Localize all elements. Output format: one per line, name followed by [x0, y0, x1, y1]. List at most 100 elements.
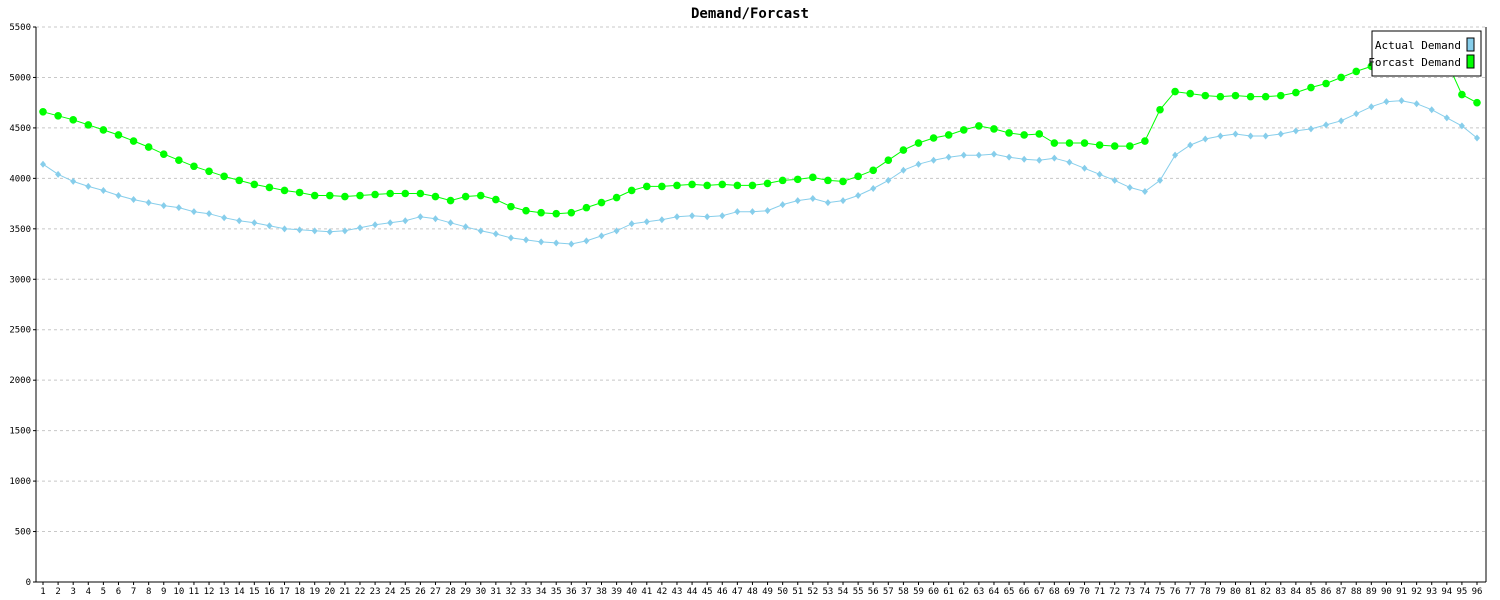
y-tick-label: 5500 [9, 23, 31, 33]
data-point [1261, 92, 1270, 101]
data-point [175, 156, 183, 164]
data-point [265, 183, 274, 192]
x-tick-label: 71 [1094, 587, 1105, 597]
x-tick-label: 7 [131, 587, 136, 597]
x-tick-label: 6 [116, 587, 121, 597]
data-point [221, 214, 228, 222]
data-point [251, 219, 258, 227]
data-point [855, 192, 862, 200]
data-point [1383, 98, 1390, 106]
x-tick-label: 85 [1306, 587, 1317, 597]
data-point [1006, 153, 1013, 161]
x-tick-label: 10 [173, 587, 184, 597]
data-point [507, 202, 515, 211]
x-tick-label: 22 [355, 587, 366, 597]
legend-label-actual: Actual Demand [1375, 39, 1461, 52]
data-point [1398, 97, 1405, 105]
y-tick-label: 4500 [9, 124, 31, 134]
x-tick-label: 28 [445, 587, 456, 597]
data-point [793, 175, 802, 184]
data-point [447, 219, 454, 227]
data-point [567, 208, 576, 217]
x-tick-label: 87 [1336, 587, 1347, 597]
x-tick-label: 40 [626, 587, 637, 597]
data-point [1231, 91, 1240, 100]
data-point [1065, 139, 1074, 147]
data-point [1338, 117, 1345, 125]
x-tick-labels: 1 2 3 4 5 6 7 8 9 10 11 12 13 14 15 16 17 18 19 20 21 22 23 24 2… [40, 582, 1482, 597]
data-point [54, 112, 62, 120]
x-tick-label: 75 [1155, 587, 1166, 597]
data-point [612, 193, 621, 202]
axes [35, 27, 1487, 583]
x-tick-label: 11 [189, 587, 200, 597]
x-tick-label: 52 [807, 587, 818, 597]
data-point [809, 195, 816, 203]
legend-label-forecast: Forcast Demand [1368, 56, 1461, 69]
x-tick-label: 73 [1124, 587, 1135, 597]
data-point [1307, 125, 1314, 133]
x-tick-label: 45 [702, 587, 713, 597]
legend-swatch-actual [1466, 37, 1475, 52]
x-tick-label: 39 [611, 587, 622, 597]
data-point [583, 237, 590, 245]
data-point [1080, 139, 1089, 147]
data-point [824, 199, 831, 207]
data-point [914, 139, 923, 147]
data-point [1443, 114, 1450, 122]
data-point [281, 225, 288, 233]
x-tick-label: 89 [1366, 587, 1377, 597]
data-point [1458, 122, 1465, 130]
x-tick-label: 26 [415, 587, 426, 597]
data-point [734, 208, 741, 216]
data-point [432, 215, 439, 223]
data-point [900, 166, 907, 174]
legend-box [1371, 30, 1482, 77]
x-tick-label: 69 [1064, 587, 1075, 597]
x-tick-label: 35 [551, 587, 562, 597]
data-point [401, 189, 410, 198]
data-point [416, 189, 425, 198]
x-tick-label: 4 [86, 587, 91, 597]
data-point [206, 210, 213, 218]
data-point [658, 216, 665, 224]
data-point [1428, 106, 1435, 114]
x-tick-label: 43 [672, 587, 683, 597]
x-tick-label: 44 [687, 587, 698, 597]
data-point [115, 192, 122, 200]
x-tick-label: 23 [370, 587, 381, 597]
data-point [387, 219, 394, 227]
data-point [69, 116, 77, 124]
data-point [1247, 132, 1254, 140]
data-point [1186, 89, 1194, 98]
data-point [1307, 83, 1315, 92]
x-tick-label: 48 [747, 587, 758, 597]
data-point [235, 176, 244, 185]
x-tick-label: 68 [1049, 587, 1060, 597]
data-point [628, 220, 635, 228]
x-tick-label: 67 [1034, 587, 1045, 597]
data-point [39, 107, 47, 116]
x-tick-label: 88 [1351, 587, 1362, 597]
data-point [296, 226, 303, 234]
x-tick-label: 66 [1019, 587, 1030, 597]
y-tick-label: 500 [15, 528, 31, 538]
x-tick-label: 51 [792, 587, 803, 597]
data-point [733, 181, 742, 190]
data-point [1021, 155, 1028, 163]
data-point [538, 238, 545, 246]
data-point [190, 208, 197, 216]
y-tick-label: 3500 [9, 225, 31, 235]
data-point [386, 189, 394, 198]
data-point [402, 217, 409, 225]
x-tick-label: 92 [1411, 587, 1422, 597]
data-point [100, 186, 107, 194]
data-point [643, 218, 650, 226]
data-point [1050, 139, 1059, 147]
data-point [70, 177, 77, 185]
data-point [1157, 176, 1164, 184]
series-actual-demand [40, 97, 1480, 248]
data-point [1141, 187, 1148, 195]
data-point [824, 176, 832, 185]
chart-title: Demand/Forcast [691, 6, 809, 22]
